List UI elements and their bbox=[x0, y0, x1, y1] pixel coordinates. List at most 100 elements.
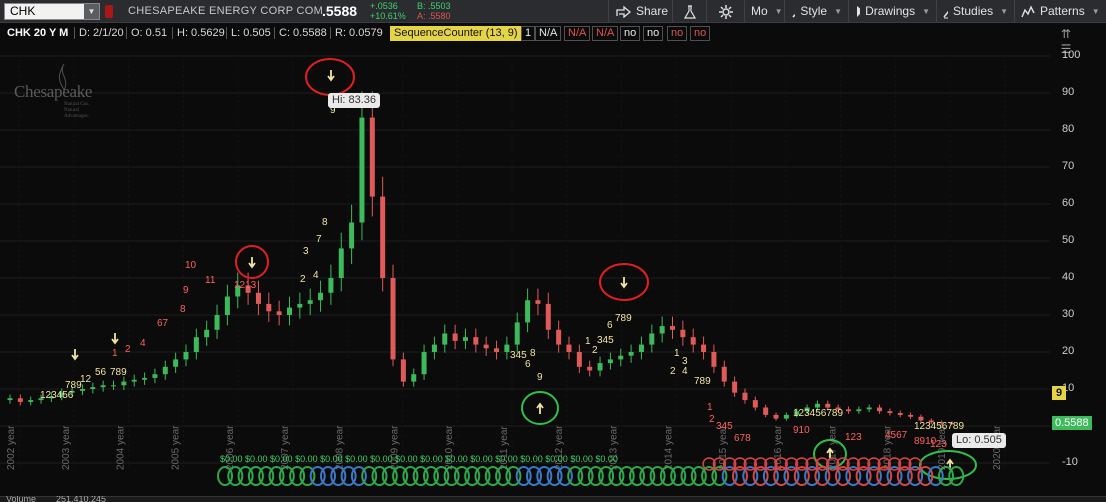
drawings-menu[interactable]: Drawings ▼ bbox=[848, 0, 936, 23]
y-tick-label: 50 bbox=[1062, 234, 1075, 246]
candle-body bbox=[380, 196, 386, 278]
candle-body bbox=[59, 392, 65, 397]
candle-body bbox=[297, 303, 303, 308]
candle-body bbox=[245, 285, 251, 293]
symbol-dropdown-icon[interactable]: ▼ bbox=[84, 4, 99, 19]
study-bubble bbox=[711, 466, 728, 486]
candle-body bbox=[90, 387, 96, 389]
y-tick-label: -10 bbox=[1062, 456, 1078, 468]
flame-icon bbox=[58, 63, 67, 92]
x-tick-label: 2012 year bbox=[554, 425, 565, 470]
sequence-count-label: 2 bbox=[300, 274, 306, 285]
candle-body bbox=[452, 333, 458, 341]
study-value: N/A bbox=[592, 26, 619, 41]
price-chart[interactable]: 2002 year 2003 year 2004 year 2005 year 2006… bbox=[0, 43, 1050, 496]
x-tick-label: 2003 year bbox=[61, 425, 72, 470]
sequence-count-label: 1 bbox=[112, 348, 118, 359]
sell-arrow-icon bbox=[111, 333, 119, 345]
bar-low: L: 0.505 bbox=[231, 27, 271, 39]
x-tick-label: 2011 year bbox=[499, 426, 510, 470]
study-bubble bbox=[381, 466, 398, 486]
candle-body bbox=[887, 411, 893, 414]
aggregation-period-dropdown[interactable]: Mo ▼ bbox=[744, 0, 784, 23]
collapse-icon[interactable]: ⇈ bbox=[1060, 27, 1072, 41]
study-bubble bbox=[258, 466, 275, 486]
candle-body bbox=[359, 117, 365, 223]
chart-title[interactable]: CHK 20 Y M bbox=[7, 27, 69, 39]
candle-body bbox=[69, 390, 75, 393]
x-tick-label: 2015 year bbox=[718, 425, 729, 470]
sequence-count-label: 4 bbox=[140, 338, 146, 349]
study-bubble bbox=[464, 466, 481, 486]
candle-body bbox=[286, 307, 292, 315]
x-tick-label: 2016 year bbox=[773, 425, 784, 470]
study-circle bbox=[305, 58, 355, 96]
ask: A: .5580 bbox=[417, 11, 451, 21]
x-tick-label: 2019 year bbox=[937, 425, 948, 470]
study-circle bbox=[235, 245, 269, 279]
study-bubble-upper bbox=[722, 457, 737, 471]
share-button[interactable]: Share bbox=[608, 0, 674, 23]
current-price-tag: 0.5588 bbox=[1052, 416, 1092, 430]
sell-arrow-icon bbox=[71, 349, 79, 361]
study-bubble bbox=[752, 466, 769, 486]
candle-body bbox=[752, 400, 758, 408]
patterns-menu[interactable]: Patterns ▼ bbox=[1014, 0, 1106, 23]
separator bbox=[330, 27, 331, 39]
wrench-icon bbox=[792, 12, 796, 18]
study-bubble bbox=[835, 466, 851, 486]
candle-body bbox=[494, 348, 500, 352]
menu-icon[interactable]: ☰ bbox=[1060, 42, 1072, 56]
study-bubble bbox=[340, 466, 357, 486]
study-bubble-upper bbox=[846, 457, 861, 471]
bar-high: H: 0.5629 bbox=[177, 27, 225, 39]
candle-body bbox=[763, 407, 769, 415]
candle-body bbox=[556, 329, 562, 345]
studies-menu[interactable]: Studies ▼ bbox=[936, 0, 1014, 23]
study-bubble bbox=[773, 466, 790, 486]
sequence-count-label: 2 bbox=[592, 345, 598, 356]
candle-body bbox=[390, 278, 396, 360]
study-bubble-upper bbox=[712, 457, 727, 471]
candle-body bbox=[597, 363, 603, 371]
price-axis[interactable] bbox=[1050, 23, 1106, 502]
study-label[interactable]: SequenceCounter (13, 9) bbox=[390, 26, 522, 41]
candle-body bbox=[442, 333, 448, 345]
study-bubble bbox=[299, 466, 316, 486]
candle-body bbox=[131, 379, 137, 382]
candle-body bbox=[680, 329, 686, 338]
flask-button[interactable] bbox=[672, 0, 706, 23]
study-bubble bbox=[948, 466, 965, 486]
candle-body bbox=[328, 278, 334, 293]
chevron-down-icon: ▼ bbox=[1000, 7, 1008, 16]
x-tick-label: 2013 year bbox=[609, 425, 620, 470]
symbol-input[interactable]: CHK ▼ bbox=[4, 3, 100, 20]
study-bubble-upper bbox=[856, 457, 871, 471]
study-bubble bbox=[721, 466, 738, 486]
study-bubble bbox=[556, 466, 573, 486]
volume-label: Volume bbox=[6, 496, 37, 502]
settings-button[interactable] bbox=[706, 0, 744, 23]
candle-body bbox=[255, 292, 261, 304]
volume-value: 251,410,245 bbox=[56, 496, 107, 502]
candle-body bbox=[783, 414, 789, 419]
study-bubble bbox=[896, 466, 913, 486]
sequence-count-label: 6 bbox=[525, 359, 531, 370]
candle-body bbox=[473, 337, 479, 345]
study-bubble-upper bbox=[898, 457, 912, 471]
study-bubble bbox=[618, 466, 635, 486]
study-bubble-upper bbox=[805, 457, 819, 471]
link-color-tag[interactable] bbox=[105, 5, 113, 18]
y-tick-label: 60 bbox=[1062, 197, 1075, 209]
candle-body bbox=[369, 117, 375, 197]
study-value: N/A bbox=[564, 26, 591, 41]
patterns-label: Patterns bbox=[1040, 4, 1085, 18]
style-menu[interactable]: Style ▼ bbox=[784, 0, 848, 23]
sequence-count-label: 1 bbox=[674, 348, 680, 359]
candle-body bbox=[17, 398, 23, 402]
study-bubble-upper bbox=[825, 457, 840, 471]
study-bubble bbox=[371, 466, 388, 486]
candle-body bbox=[587, 366, 593, 371]
study-bubble bbox=[876, 466, 893, 486]
top-toolbar: CHK ▼ CHESAPEAKE ENERGY CORP COM .5588 +… bbox=[0, 0, 1106, 23]
